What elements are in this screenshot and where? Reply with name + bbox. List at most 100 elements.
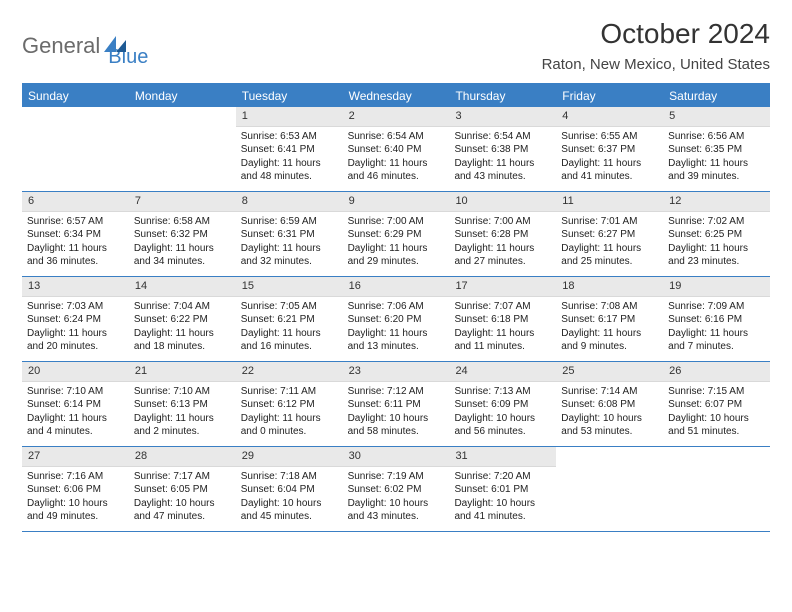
daylight-line: Daylight: 11 hours and 11 minutes. <box>454 327 551 354</box>
day-cell: 19Sunrise: 7:09 AMSunset: 6:16 PMDayligh… <box>663 277 770 361</box>
sunrise-line: Sunrise: 7:14 AM <box>561 385 658 399</box>
day-body: Sunrise: 7:11 AMSunset: 6:12 PMDaylight:… <box>236 382 343 444</box>
daylight-line: Daylight: 10 hours and 41 minutes. <box>454 497 551 524</box>
daylight-line: Daylight: 11 hours and 32 minutes. <box>241 242 338 269</box>
day-cell: 18Sunrise: 7:08 AMSunset: 6:17 PMDayligh… <box>556 277 663 361</box>
day-number: 22 <box>236 362 343 382</box>
day-number: 2 <box>343 107 450 127</box>
day-cell: 25Sunrise: 7:14 AMSunset: 6:08 PMDayligh… <box>556 362 663 446</box>
daylight-line: Daylight: 10 hours and 51 minutes. <box>668 412 765 439</box>
sunset-line: Sunset: 6:28 PM <box>454 228 551 242</box>
sunrise-line: Sunrise: 7:19 AM <box>348 470 445 484</box>
daylight-line: Daylight: 11 hours and 2 minutes. <box>134 412 231 439</box>
sunrise-line: Sunrise: 7:07 AM <box>454 300 551 314</box>
day-cell: 24Sunrise: 7:13 AMSunset: 6:09 PMDayligh… <box>449 362 556 446</box>
week-row: 6Sunrise: 6:57 AMSunset: 6:34 PMDaylight… <box>22 192 770 277</box>
day-body: Sunrise: 7:00 AMSunset: 6:28 PMDaylight:… <box>449 212 556 274</box>
sunset-line: Sunset: 6:37 PM <box>561 143 658 157</box>
day-number: 10 <box>449 192 556 212</box>
day-body: Sunrise: 7:18 AMSunset: 6:04 PMDaylight:… <box>236 467 343 529</box>
day-body: Sunrise: 7:08 AMSunset: 6:17 PMDaylight:… <box>556 297 663 359</box>
sunrise-line: Sunrise: 7:11 AM <box>241 385 338 399</box>
sunrise-line: Sunrise: 7:16 AM <box>27 470 124 484</box>
sunset-line: Sunset: 6:21 PM <box>241 313 338 327</box>
dow-cell: Wednesday <box>343 85 450 107</box>
daylight-line: Daylight: 11 hours and 39 minutes. <box>668 157 765 184</box>
day-number: 30 <box>343 447 450 467</box>
daylight-line: Daylight: 10 hours and 49 minutes. <box>27 497 124 524</box>
sunrise-line: Sunrise: 7:18 AM <box>241 470 338 484</box>
day-body: Sunrise: 7:16 AMSunset: 6:06 PMDaylight:… <box>22 467 129 529</box>
day-cell: 2Sunrise: 6:54 AMSunset: 6:40 PMDaylight… <box>343 107 450 191</box>
day-body: Sunrise: 7:14 AMSunset: 6:08 PMDaylight:… <box>556 382 663 444</box>
dow-cell: Monday <box>129 85 236 107</box>
sunset-line: Sunset: 6:01 PM <box>454 483 551 497</box>
sunrise-line: Sunrise: 6:55 AM <box>561 130 658 144</box>
day-body: Sunrise: 6:53 AMSunset: 6:41 PMDaylight:… <box>236 127 343 189</box>
day-body: Sunrise: 6:56 AMSunset: 6:35 PMDaylight:… <box>663 127 770 189</box>
dow-cell: Thursday <box>449 85 556 107</box>
sunrise-line: Sunrise: 6:58 AM <box>134 215 231 229</box>
day-cell: 10Sunrise: 7:00 AMSunset: 6:28 PMDayligh… <box>449 192 556 276</box>
sunrise-line: Sunrise: 7:01 AM <box>561 215 658 229</box>
sunrise-line: Sunrise: 7:17 AM <box>134 470 231 484</box>
day-cell: 12Sunrise: 7:02 AMSunset: 6:25 PMDayligh… <box>663 192 770 276</box>
sunrise-line: Sunrise: 7:09 AM <box>668 300 765 314</box>
daylight-line: Daylight: 10 hours and 53 minutes. <box>561 412 658 439</box>
title-block: October 2024 Raton, New Mexico, United S… <box>542 18 770 83</box>
day-body: Sunrise: 6:55 AMSunset: 6:37 PMDaylight:… <box>556 127 663 189</box>
sunset-line: Sunset: 6:12 PM <box>241 398 338 412</box>
sunrise-line: Sunrise: 6:53 AM <box>241 130 338 144</box>
day-body: Sunrise: 7:19 AMSunset: 6:02 PMDaylight:… <box>343 467 450 529</box>
sunrise-line: Sunrise: 7:05 AM <box>241 300 338 314</box>
day-cell: 26Sunrise: 7:15 AMSunset: 6:07 PMDayligh… <box>663 362 770 446</box>
day-body: Sunrise: 7:17 AMSunset: 6:05 PMDaylight:… <box>129 467 236 529</box>
day-number: 11 <box>556 192 663 212</box>
sunrise-line: Sunrise: 7:03 AM <box>27 300 124 314</box>
daylight-line: Daylight: 11 hours and 41 minutes. <box>561 157 658 184</box>
sunset-line: Sunset: 6:04 PM <box>241 483 338 497</box>
day-body: Sunrise: 7:07 AMSunset: 6:18 PMDaylight:… <box>449 297 556 359</box>
daylight-line: Daylight: 11 hours and 36 minutes. <box>27 242 124 269</box>
logo-text-1: General <box>22 33 100 59</box>
day-cell <box>22 107 129 191</box>
day-number: 4 <box>556 107 663 127</box>
sunset-line: Sunset: 6:22 PM <box>134 313 231 327</box>
day-body: Sunrise: 7:13 AMSunset: 6:09 PMDaylight:… <box>449 382 556 444</box>
daylight-line: Daylight: 11 hours and 25 minutes. <box>561 242 658 269</box>
month-title: October 2024 <box>542 18 770 50</box>
day-number: 21 <box>129 362 236 382</box>
sunset-line: Sunset: 6:13 PM <box>134 398 231 412</box>
week-row: 27Sunrise: 7:16 AMSunset: 6:06 PMDayligh… <box>22 447 770 532</box>
day-cell: 8Sunrise: 6:59 AMSunset: 6:31 PMDaylight… <box>236 192 343 276</box>
day-cell: 11Sunrise: 7:01 AMSunset: 6:27 PMDayligh… <box>556 192 663 276</box>
sunrise-line: Sunrise: 7:10 AM <box>134 385 231 399</box>
dow-cell: Friday <box>556 85 663 107</box>
day-body: Sunrise: 7:20 AMSunset: 6:01 PMDaylight:… <box>449 467 556 529</box>
day-body: Sunrise: 6:54 AMSunset: 6:40 PMDaylight:… <box>343 127 450 189</box>
day-cell: 4Sunrise: 6:55 AMSunset: 6:37 PMDaylight… <box>556 107 663 191</box>
sunset-line: Sunset: 6:41 PM <box>241 143 338 157</box>
day-number: 29 <box>236 447 343 467</box>
daylight-line: Daylight: 11 hours and 34 minutes. <box>134 242 231 269</box>
day-cell: 16Sunrise: 7:06 AMSunset: 6:20 PMDayligh… <box>343 277 450 361</box>
sunset-line: Sunset: 6:16 PM <box>668 313 765 327</box>
day-of-week-header: SundayMondayTuesdayWednesdayThursdayFrid… <box>22 85 770 107</box>
day-cell: 7Sunrise: 6:58 AMSunset: 6:32 PMDaylight… <box>129 192 236 276</box>
day-number: 23 <box>343 362 450 382</box>
daylight-line: Daylight: 11 hours and 13 minutes. <box>348 327 445 354</box>
sunrise-line: Sunrise: 7:04 AM <box>134 300 231 314</box>
day-cell: 20Sunrise: 7:10 AMSunset: 6:14 PMDayligh… <box>22 362 129 446</box>
sunset-line: Sunset: 6:11 PM <box>348 398 445 412</box>
day-cell: 6Sunrise: 6:57 AMSunset: 6:34 PMDaylight… <box>22 192 129 276</box>
week-row: 1Sunrise: 6:53 AMSunset: 6:41 PMDaylight… <box>22 107 770 192</box>
sunset-line: Sunset: 6:06 PM <box>27 483 124 497</box>
sunrise-line: Sunrise: 7:02 AM <box>668 215 765 229</box>
logo: General Blue <box>22 22 148 69</box>
sunrise-line: Sunrise: 7:00 AM <box>454 215 551 229</box>
day-number: 20 <box>22 362 129 382</box>
day-number: 27 <box>22 447 129 467</box>
day-cell: 14Sunrise: 7:04 AMSunset: 6:22 PMDayligh… <box>129 277 236 361</box>
day-number: 6 <box>22 192 129 212</box>
day-number: 15 <box>236 277 343 297</box>
